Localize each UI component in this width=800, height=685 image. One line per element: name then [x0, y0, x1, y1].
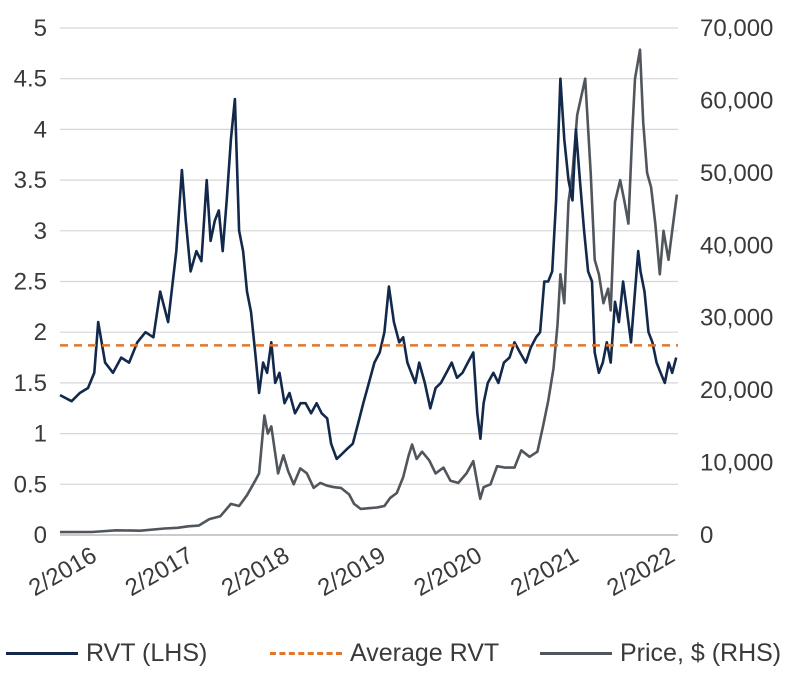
y-axis-left-ticks: 0 0.5 1 1.5 2 2.5 3 3.5 4 4.5 5 [14, 15, 47, 549]
series-price-line [59, 48, 679, 534]
series-layer [59, 48, 679, 534]
x-tick-label: 2/2016 [24, 542, 101, 602]
y-left-tick-label: 3.5 [14, 167, 47, 194]
y-axis-right-ticks: 0 10,000 20,000 30,000 40,000 50,000 60,000 70,… [700, 15, 773, 549]
chart: 0 0.5 1 1.5 2 2.5 3 3.5 4 4.5 5 0 10,000 20,000 30,00… [14, 15, 774, 602]
y-left-tick-label: 2 [34, 319, 47, 346]
legend-item-rvt: RVT (LHS) [6, 628, 207, 678]
y-right-tick-label: 70,000 [700, 15, 773, 42]
legend-swatch-average-rvt [270, 651, 342, 655]
y-right-tick-label: 30,000 [700, 305, 773, 332]
y-left-tick-label: 4 [34, 116, 47, 143]
legend-label-average-rvt: Average RVT [350, 638, 500, 667]
y-right-tick-label: 0 [700, 522, 713, 549]
legend-swatch-price [540, 651, 612, 655]
x-axis-ticks: 2/2016 2/2017 2/2018 2/2019 2/2020 2/2021 2/20… [24, 542, 679, 602]
x-tick-label: 2/2019 [313, 542, 390, 602]
y-right-tick-label: 10,000 [700, 450, 773, 477]
legend-label-price: Price, $ (RHS) [620, 638, 782, 667]
legend-item-average-rvt: Average RVT [270, 628, 499, 678]
y-right-tick-label: 50,000 [700, 160, 773, 187]
legend: RVT (LHS) Average RVT Price, $ (RHS) [0, 628, 800, 678]
y-left-tick-label: 0.5 [14, 471, 47, 498]
y-left-tick-label: 1 [34, 421, 47, 448]
legend-item-price: Price, $ (RHS) [540, 628, 781, 678]
legend-label-rvt: RVT (LHS) [86, 638, 208, 667]
x-tick-label: 2/2017 [121, 542, 198, 602]
gridlines [60, 27, 678, 536]
x-tick-label: 2/2022 [602, 542, 679, 602]
y-right-tick-label: 20,000 [700, 377, 773, 404]
y-left-tick-label: 2.5 [14, 269, 47, 296]
series-rvt-line [59, 77, 678, 461]
legend-swatch-rvt [6, 651, 78, 655]
x-tick-label: 2/2018 [217, 542, 294, 602]
y-left-tick-label: 1.5 [14, 370, 47, 397]
x-tick-label: 2/2020 [410, 542, 487, 602]
y-left-tick-label: 4.5 [14, 66, 47, 93]
y-left-tick-label: 5 [34, 15, 47, 42]
x-tick-label: 2/2021 [506, 542, 583, 602]
y-right-tick-label: 40,000 [700, 232, 773, 259]
y-left-tick-label: 0 [34, 522, 47, 549]
y-left-tick-label: 3 [34, 218, 47, 245]
y-right-tick-label: 60,000 [700, 87, 773, 114]
